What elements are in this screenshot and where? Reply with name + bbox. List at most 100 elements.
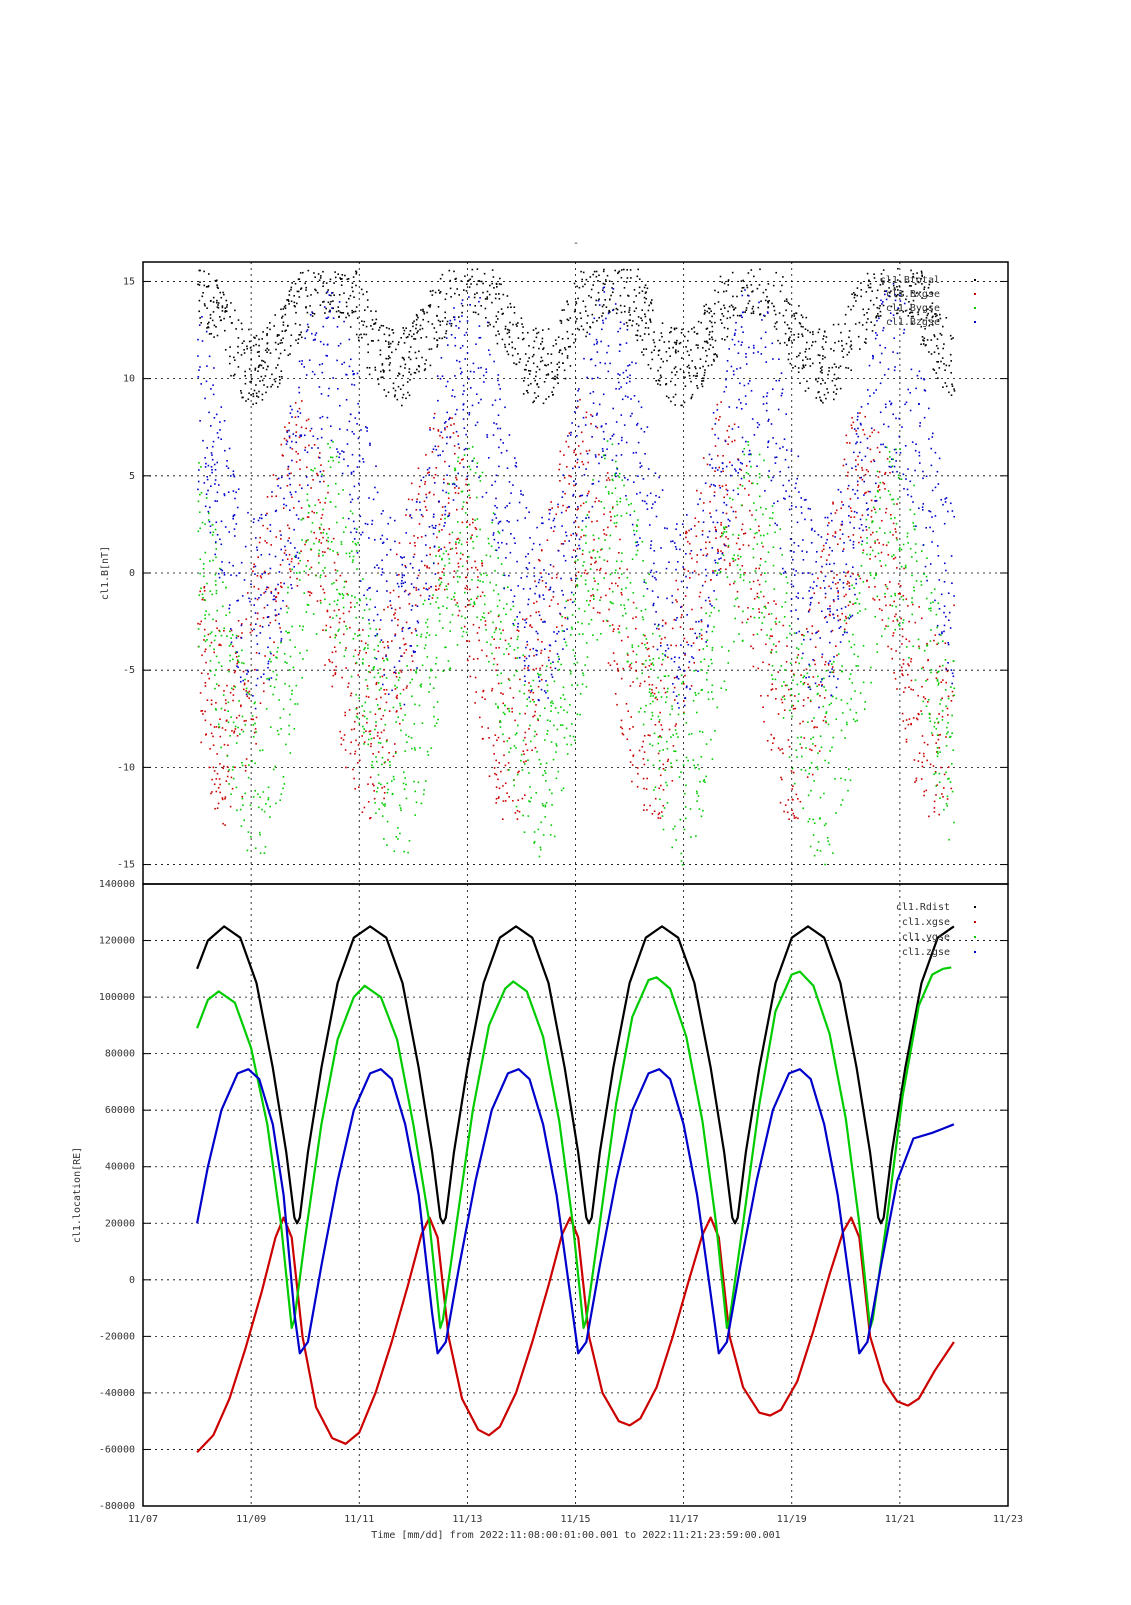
scatter-point (848, 337, 850, 339)
scatter-point (197, 284, 199, 286)
scatter-point (643, 809, 645, 811)
scatter-point (813, 717, 815, 719)
scatter-point (464, 592, 466, 594)
scatter-point (238, 319, 240, 321)
scatter-point (380, 377, 382, 379)
scatter-point (599, 599, 601, 601)
scatter-point (395, 721, 397, 723)
scatter-point (299, 572, 301, 574)
scatter-point (555, 743, 557, 745)
scatter-point (575, 521, 577, 523)
scatter-point (259, 832, 261, 834)
scatter-point (624, 311, 626, 313)
scatter-point (320, 574, 322, 576)
scatter-point (456, 553, 458, 555)
scatter-point (238, 700, 240, 702)
scatter-point (253, 337, 255, 339)
scatter-point (557, 374, 559, 376)
scatter-point (396, 676, 398, 678)
scatter-point (660, 775, 662, 777)
scatter-point (927, 659, 929, 661)
scatter-point (426, 632, 428, 634)
scatter-point (404, 367, 406, 369)
scatter-point (936, 614, 938, 616)
scatter-point (753, 634, 755, 636)
scatter-point (462, 566, 464, 568)
scatter-point (426, 336, 428, 338)
scatter-point (796, 749, 798, 751)
scatter-point (621, 552, 623, 554)
scatter-point (259, 380, 261, 382)
scatter-point (265, 846, 267, 848)
scatter-point (521, 754, 523, 756)
scatter-point (709, 541, 711, 543)
scatter-point (283, 324, 285, 326)
scatter-point (621, 573, 623, 575)
scatter-point (570, 599, 572, 601)
scatter-point (922, 766, 924, 768)
scatter-point (704, 372, 706, 374)
scatter-point (809, 767, 811, 769)
scatter-point (359, 650, 361, 652)
scatter-point (705, 776, 707, 778)
scatter-point (230, 643, 232, 645)
scatter-point (393, 756, 395, 758)
scatter-point (267, 386, 269, 388)
scatter-point (617, 668, 619, 670)
scatter-point (661, 358, 663, 360)
scatter-point (491, 283, 493, 285)
scatter-point (365, 643, 367, 645)
scatter-point (886, 545, 888, 547)
scatter-point (306, 565, 308, 567)
scatter-point (577, 462, 579, 464)
scatter-point (674, 619, 676, 621)
scatter-point (598, 298, 600, 300)
scatter-point (346, 302, 348, 304)
scatter-point (869, 558, 871, 560)
scatter-point (850, 309, 852, 311)
scatter-point (316, 473, 318, 475)
scatter-point (229, 631, 231, 633)
scatter-point (596, 276, 598, 278)
scatter-point (722, 485, 724, 487)
scatter-point (358, 340, 360, 342)
scatter-point (420, 309, 422, 311)
scatter-point (327, 492, 329, 494)
scatter-point (200, 559, 202, 561)
scatter-point (820, 571, 822, 573)
scatter-point (249, 341, 251, 343)
scatter-point (812, 331, 814, 333)
scatter-point (813, 727, 815, 729)
scatter-point (880, 482, 882, 484)
scatter-point (660, 642, 662, 644)
scatter-point (373, 767, 375, 769)
scatter-point (322, 555, 324, 557)
scatter-point (277, 386, 279, 388)
scatter-point (916, 580, 918, 582)
scatter-point (820, 797, 822, 799)
scatter-point (943, 343, 945, 345)
scatter-point (860, 296, 862, 298)
scatter-point (921, 271, 923, 273)
scatter-point (363, 732, 365, 734)
scatter-point (500, 638, 502, 640)
scatter-point (404, 330, 406, 332)
scatter-point (416, 499, 418, 501)
scatter-point (228, 771, 230, 773)
scatter-point (920, 710, 922, 712)
scatter-point (864, 701, 866, 703)
scatter-point (879, 599, 881, 601)
scatter-point (614, 660, 616, 662)
scatter-point (539, 759, 541, 761)
scatter-point (846, 724, 848, 726)
scatter-point (658, 354, 660, 356)
scatter-point (782, 702, 784, 704)
scatter-point (411, 632, 413, 634)
scatter-point (264, 655, 266, 657)
scatter-point (633, 592, 635, 594)
scatter-point (523, 753, 525, 755)
scatter-point (501, 682, 503, 684)
scatter-point (743, 574, 745, 576)
scatter-point (781, 554, 783, 556)
scatter-point (551, 507, 553, 509)
